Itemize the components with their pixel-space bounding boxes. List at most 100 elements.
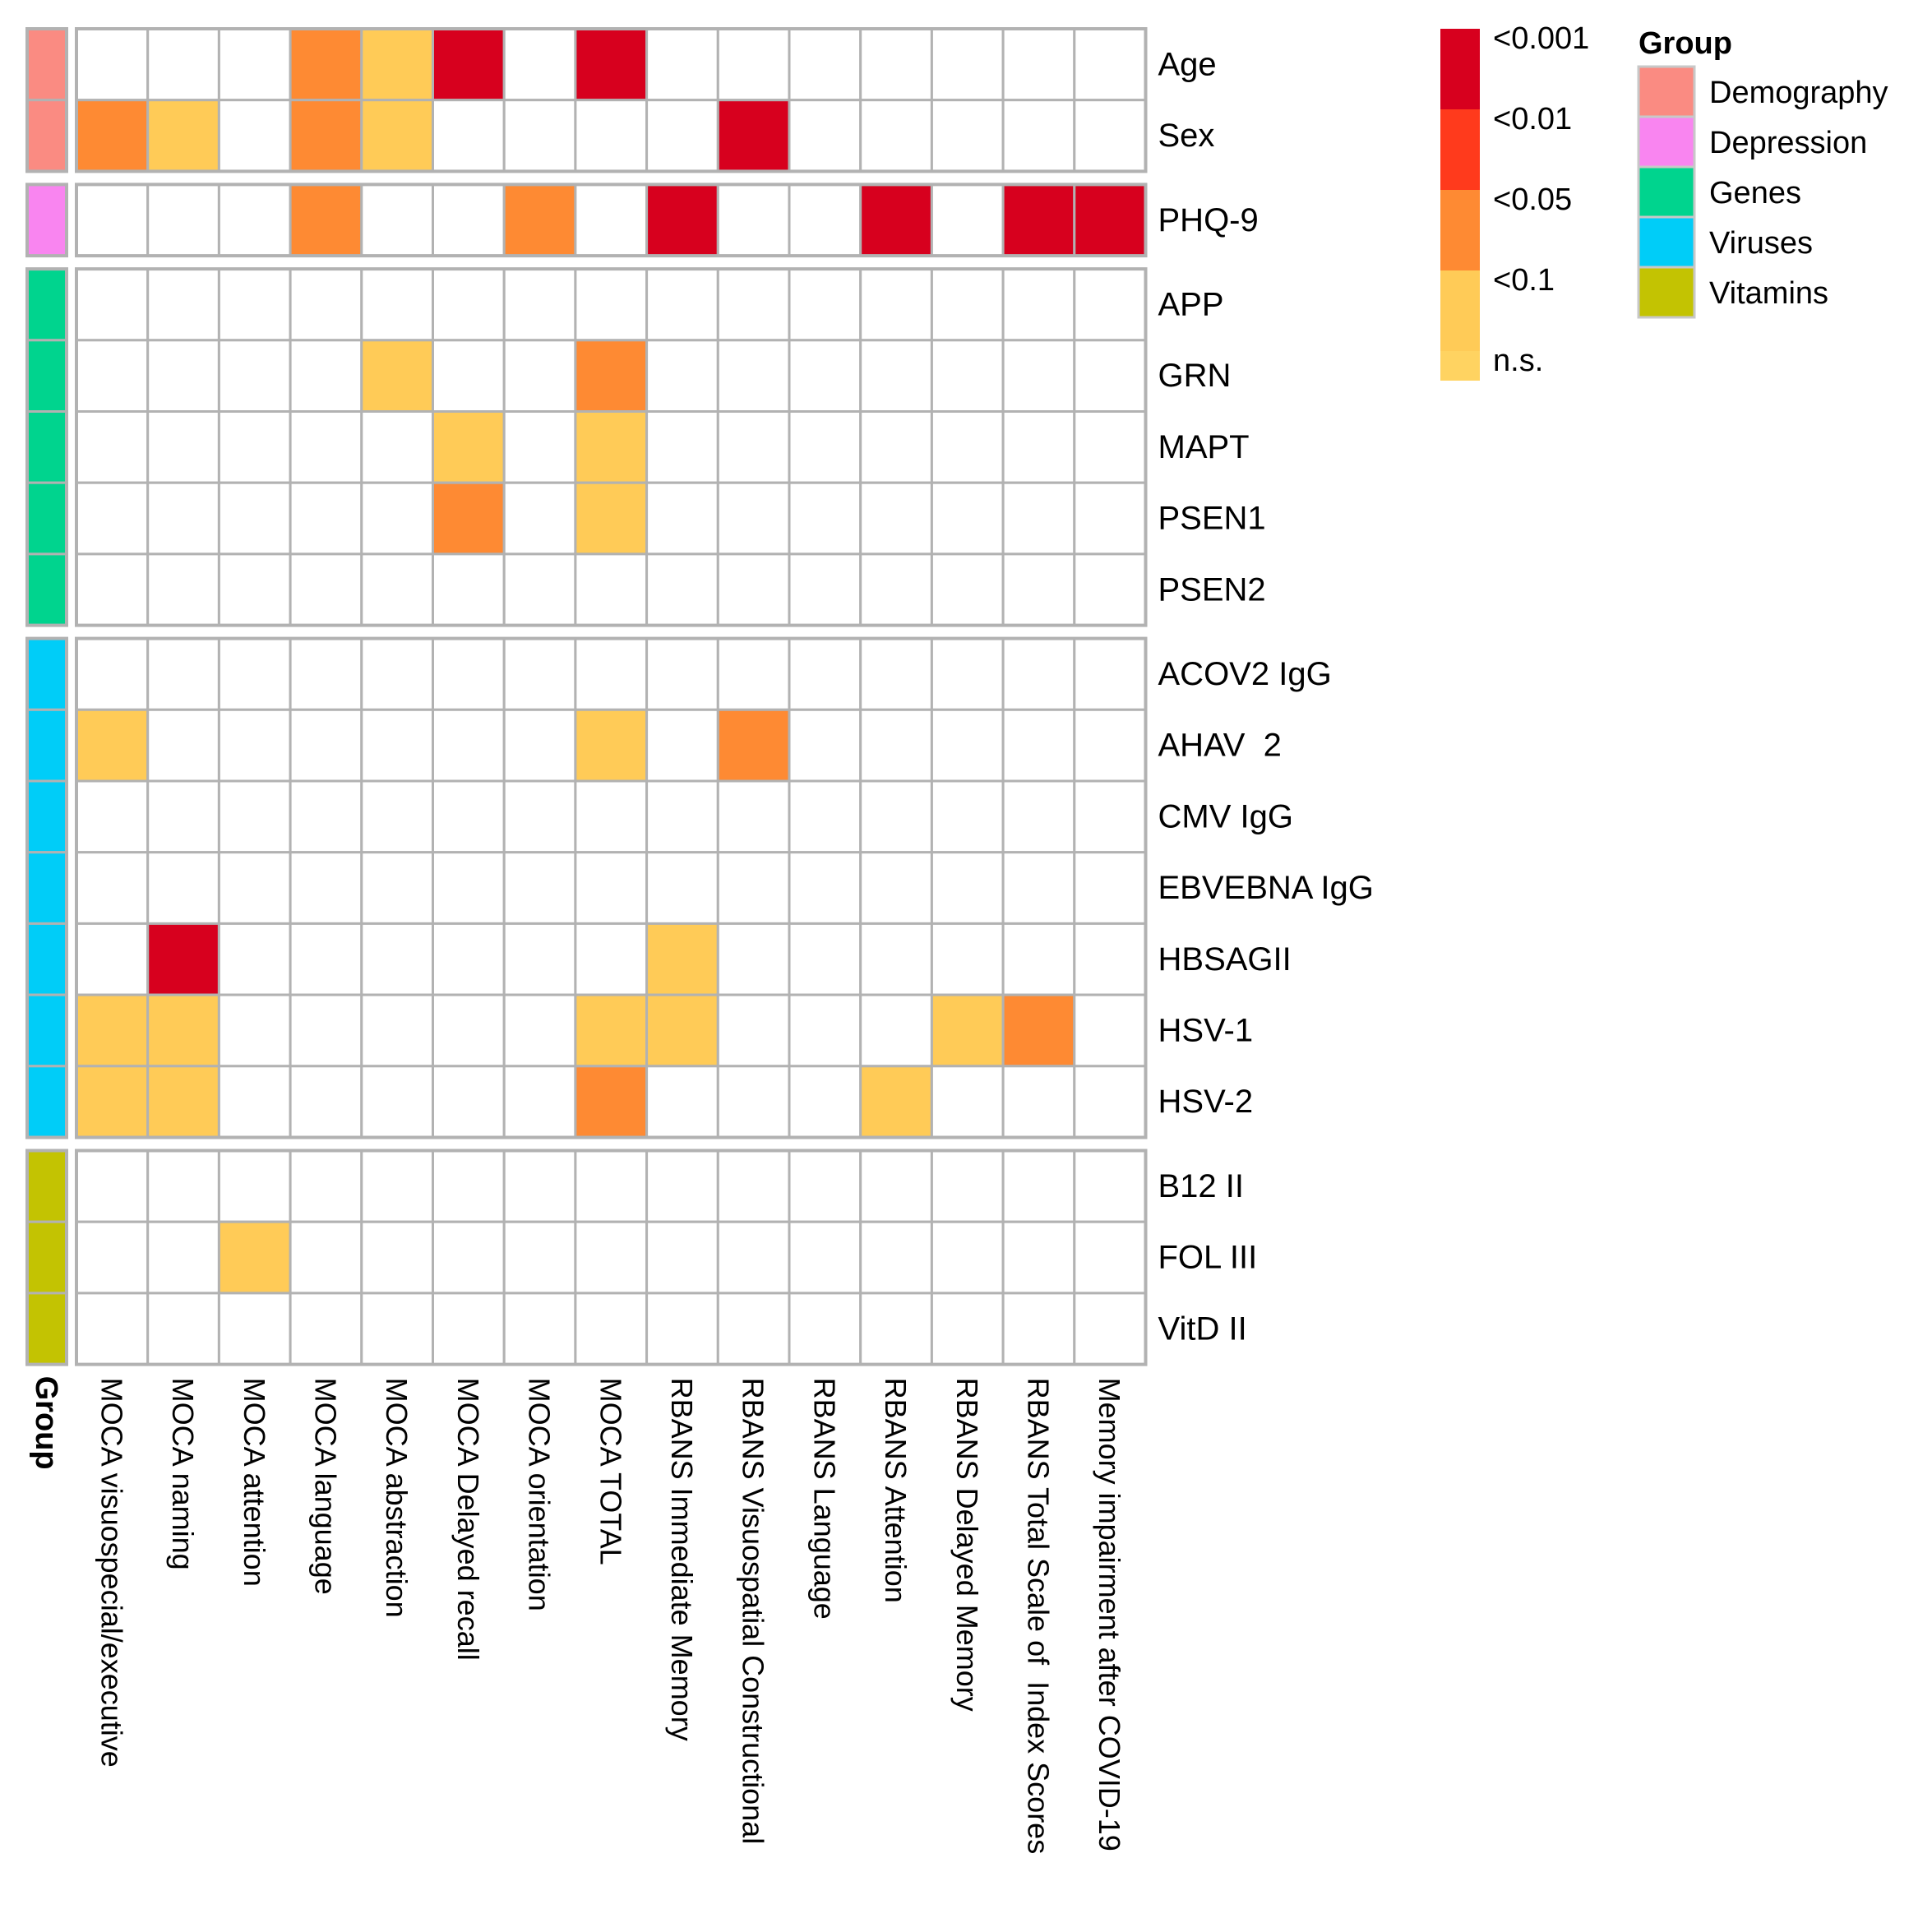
heatmap-cell [645, 1149, 719, 1223]
column-label-rbans-visuospatial-constructional: RBANS Visuospatial Constructional [737, 1378, 770, 1845]
heatmap-cell [716, 851, 791, 925]
heatmap-cell [788, 637, 862, 711]
heatmap-cell [930, 552, 1005, 627]
heatmap-cell [360, 1220, 434, 1295]
legend-label: n.s. [1493, 344, 1543, 378]
group-annotation-label: Group [29, 1376, 63, 1470]
heatmap-cell [1073, 851, 1148, 925]
group-cell-genes [25, 552, 68, 627]
heatmap-cell [645, 993, 719, 1068]
heatmap-cell [146, 851, 220, 925]
heatmap-cell [574, 1149, 649, 1223]
heatmap-cell [146, 552, 220, 627]
heatmap-cell [289, 1149, 363, 1223]
heatmap-cell [859, 708, 933, 783]
heatmap-cell [574, 993, 649, 1068]
heatmap-cell [1073, 481, 1148, 556]
heatmap-cell [75, 922, 150, 996]
heatmap-cell [289, 1065, 363, 1139]
heatmap-cell [788, 1292, 862, 1366]
heatmap-cell [289, 637, 363, 711]
column-label-moca-total: MOCA TOTAL [594, 1378, 627, 1565]
heatmap-cell [360, 410, 434, 484]
group-cell-viruses [25, 1065, 68, 1139]
heatmap-cell [432, 922, 506, 996]
heatmap-cell [645, 1065, 719, 1139]
heatmap-cell [1001, 708, 1076, 783]
heatmap-cell [289, 339, 363, 413]
block-outline [75, 1149, 1148, 1366]
heatmap-cell [716, 481, 791, 556]
heatmap-cell [574, 779, 649, 854]
heatmap-cell [1001, 1149, 1076, 1223]
heatmap-cell [360, 183, 434, 257]
heatmap-cell [930, 1292, 1005, 1366]
heatmap-cell [432, 637, 506, 711]
heatmap-cell [432, 183, 506, 257]
heatmap-cell [574, 339, 649, 413]
heatmap-cell [645, 552, 719, 627]
group-legend-swatch-genes [1637, 165, 1696, 219]
heatmap-cell [217, 1149, 292, 1223]
heatmap-cell [75, 779, 150, 854]
heatmap-cell [930, 339, 1005, 413]
heatmap-cell [859, 410, 933, 484]
row-label-sex: Sex [1158, 118, 1215, 154]
column-label-rbans-delayed-memory: RBANS Delayed Memory [950, 1378, 984, 1712]
heatmap-cell [289, 481, 363, 556]
heatmap-cell [217, 27, 292, 102]
row-label-ebvebna-igg: EBVEBNA IgG [1158, 870, 1374, 906]
heatmap-cell [75, 993, 150, 1068]
heatmap-cell [1001, 779, 1076, 854]
heatmap-cell [716, 552, 791, 627]
heatmap-cell [645, 708, 719, 783]
heatmap-cell [1001, 267, 1076, 342]
heatmap-cell [75, 637, 150, 711]
heatmap-cell [645, 267, 719, 342]
heatmap-cell [146, 708, 220, 783]
heatmap-cell [716, 339, 791, 413]
heatmap-cell [432, 267, 506, 342]
heatmap-cell [432, 1149, 506, 1223]
heatmap-cell [289, 27, 363, 102]
heatmap-cell [360, 99, 434, 173]
heatmap-cell [502, 27, 577, 102]
heatmap-cell [788, 410, 862, 484]
heatmap-cell [217, 267, 292, 342]
column-label-moca-visuospecial-executive: MOCA visuospecial/executive [95, 1378, 128, 1768]
column-label-moca-orientation: MOCA orientation [523, 1378, 557, 1611]
heatmap-cell [360, 1292, 434, 1366]
column-label-moca-naming: MOCA naming [166, 1378, 200, 1570]
group-cell-demography [25, 27, 68, 102]
heatmap-cell [930, 267, 1005, 342]
heatmap-cell [930, 851, 1005, 925]
heatmap-cell [930, 779, 1005, 854]
heatmap-cell [75, 1149, 150, 1223]
row-label-vitd-ii: VitD II [1158, 1310, 1247, 1347]
group-cell-demography [25, 99, 68, 173]
row-label-ahav-2: AHAV 2 [1158, 728, 1282, 764]
row-label-hbsagii: HBSAGII [1158, 941, 1292, 978]
legend-label: <0.05 [1493, 183, 1572, 217]
group-block-outline [25, 1149, 68, 1366]
heatmap-cell [930, 708, 1005, 783]
heatmap-cell [217, 993, 292, 1068]
heatmap-cell [1073, 552, 1148, 627]
heatmap-cell [1073, 183, 1148, 257]
heatmap-cell [1001, 410, 1076, 484]
heatmap-cell [146, 27, 220, 102]
heatmap-cell [289, 851, 363, 925]
heatmap-cell [859, 99, 933, 173]
group-legend-swatch-viruses [1637, 215, 1696, 269]
group-legend-label-demography: Demography [1709, 76, 1888, 110]
heatmap-cell [930, 1065, 1005, 1139]
heatmap-cell [1073, 1149, 1148, 1223]
column-label-memory-impairment-after-covid-19: Memory impairment after COVID-19 [1093, 1378, 1126, 1851]
heatmap-cell [1001, 637, 1076, 711]
heatmap-cell [859, 922, 933, 996]
group-legend-label-vitamins: Vitamins [1709, 276, 1828, 311]
heatmap-cell [502, 339, 577, 413]
heatmap-cell [1073, 1065, 1148, 1139]
legend-label: <0.1 [1493, 263, 1555, 298]
